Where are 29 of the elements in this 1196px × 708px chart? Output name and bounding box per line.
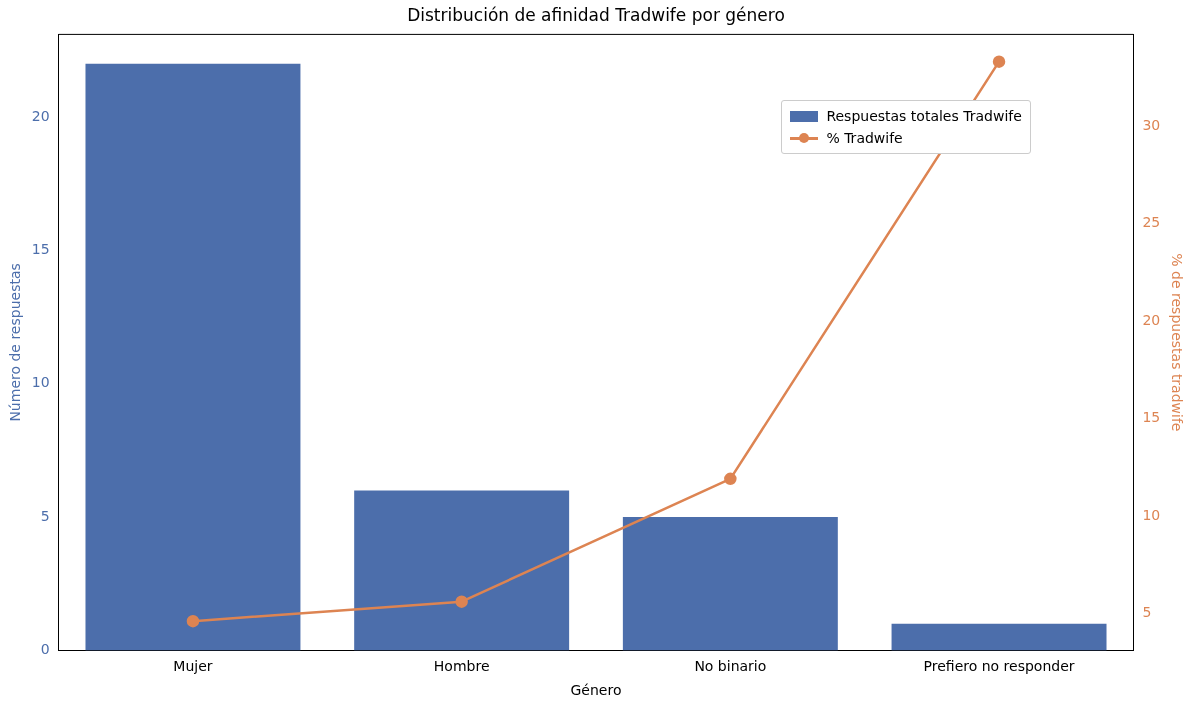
x-tick-label: Mujer bbox=[173, 658, 213, 675]
point bbox=[724, 472, 737, 486]
bar bbox=[622, 517, 838, 651]
x-tick-label: No binario bbox=[694, 658, 767, 675]
y2-tick-label: 25 bbox=[1142, 214, 1161, 231]
bar bbox=[891, 623, 1107, 651]
legend-label: % Tradwife bbox=[826, 130, 903, 147]
bar bbox=[354, 490, 570, 651]
y-tick-label: 15 bbox=[31, 241, 50, 258]
bar bbox=[85, 63, 301, 651]
y2-tick-label: 20 bbox=[1142, 311, 1161, 328]
y-tick-label: 5 bbox=[40, 507, 50, 524]
y2-tick-label: 5 bbox=[1142, 604, 1152, 620]
x-axis-title: Género bbox=[570, 682, 622, 699]
x-tick-label: Hombre bbox=[433, 658, 490, 675]
y2-tick-label: 10 bbox=[1142, 506, 1161, 523]
y2-tick-label: 30 bbox=[1142, 116, 1161, 133]
y2-axis-title: % de respuestas tradwife bbox=[1168, 253, 1185, 432]
legend-label: Respuestas totales Tradwife bbox=[826, 108, 1022, 125]
y-axis-title: Número de respuestas bbox=[7, 263, 24, 422]
y-tick-label: 0 bbox=[40, 641, 50, 658]
x-tick-label: Prefiero no responder bbox=[923, 658, 1075, 675]
y2-tick-label: 15 bbox=[1142, 409, 1161, 426]
point bbox=[186, 614, 200, 628]
chart-title: Distribución de afinidad Tradwife por género bbox=[407, 4, 785, 25]
point bbox=[992, 55, 1006, 68]
y-tick-label: 10 bbox=[31, 374, 50, 391]
point bbox=[455, 595, 468, 608]
y-tick-label: 20 bbox=[31, 107, 50, 124]
